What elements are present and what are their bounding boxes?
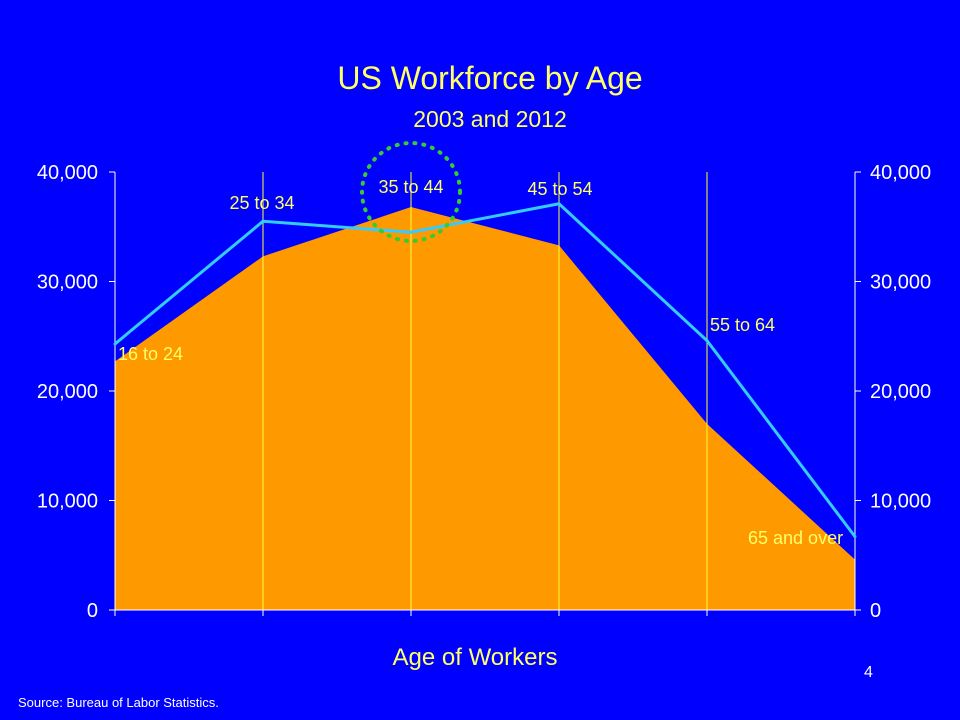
category-label-4: 55 to 64	[710, 315, 775, 335]
category-label-1: 25 to 34	[229, 193, 294, 213]
right-y-tick-label: 0	[870, 600, 881, 622]
line-point-5	[853, 535, 857, 539]
left-y-tick-label: 20,000	[37, 381, 98, 403]
category-label-3: 45 to 54	[527, 179, 592, 199]
line-point-4	[705, 339, 709, 343]
left-y-tick-label: 10,000	[37, 491, 98, 513]
line-point-2	[409, 230, 413, 234]
category-label-0: 16 to 24	[118, 344, 183, 364]
left-y-tick-label: 30,000	[37, 272, 98, 294]
right-y-tick-label: 20,000	[870, 381, 931, 403]
right-y-tick-label: 30,000	[870, 272, 931, 294]
line-point-0	[113, 342, 117, 346]
chart-subtitle: 2003 and 2012	[413, 106, 567, 132]
line-point-3	[557, 202, 561, 206]
x-axis-label: Age of Workers	[392, 644, 558, 671]
line-point-1	[261, 219, 265, 223]
left-y-tick-label: 0	[87, 600, 98, 622]
area-series	[115, 207, 855, 611]
chart-title: US Workforce by Age	[337, 60, 643, 96]
category-label-5: 65 and over	[748, 528, 843, 548]
line-series	[114, 202, 857, 538]
left-y-tick-label: 40,000	[37, 162, 98, 184]
right-y-tick-label: 40,000	[870, 162, 931, 184]
right-y-tick-label: 10,000	[870, 491, 931, 513]
callout-circle	[360, 141, 462, 243]
category-label-2: 35 to 44	[378, 177, 443, 197]
page-number: 4	[864, 664, 873, 681]
source-note: Source: Bureau of Labor Statistics.	[18, 695, 219, 710]
